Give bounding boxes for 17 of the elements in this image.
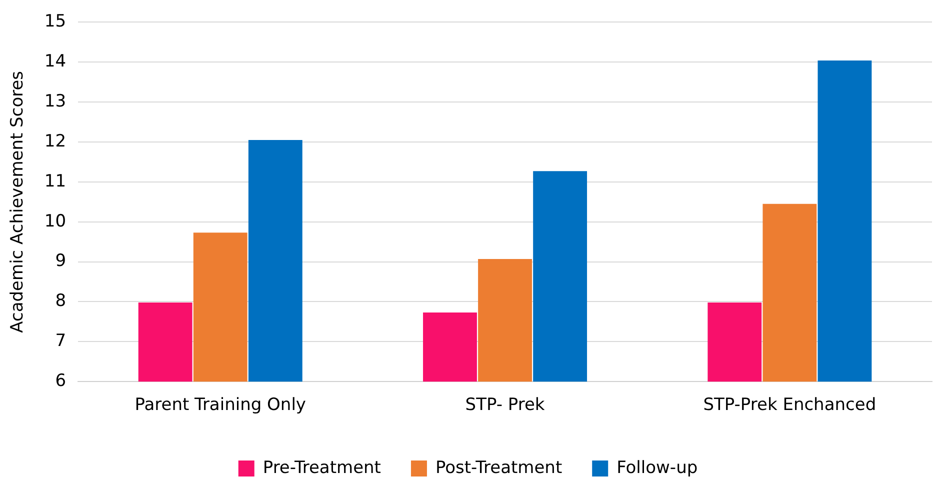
- y-tick-label: 9: [55, 251, 66, 272]
- y-tick-label: 11: [44, 171, 66, 192]
- y-tick-label: 15: [44, 12, 66, 32]
- legend-label: Pre-Treatment: [262, 458, 382, 478]
- y-tick-label: 8: [55, 291, 66, 312]
- y-axis-title: Academic Achievement Scores: [8, 70, 28, 333]
- y-tick-label: 6: [55, 371, 66, 392]
- x-tick-label: STP-Prek Enchanced: [703, 395, 876, 416]
- y-tick-label: 14: [44, 52, 66, 72]
- y-tick-label: 12: [44, 131, 66, 152]
- y-tick-label: 10: [44, 211, 66, 232]
- legend-label: Follow-up: [616, 458, 698, 478]
- legend-label: Post-Treatment: [435, 458, 562, 478]
- y-tick-label: 7: [55, 331, 66, 352]
- x-tick-label: Parent Training Only: [134, 395, 306, 416]
- y-tick-label: 13: [44, 91, 66, 112]
- x-tick-label: STP- Prek: [465, 395, 545, 416]
